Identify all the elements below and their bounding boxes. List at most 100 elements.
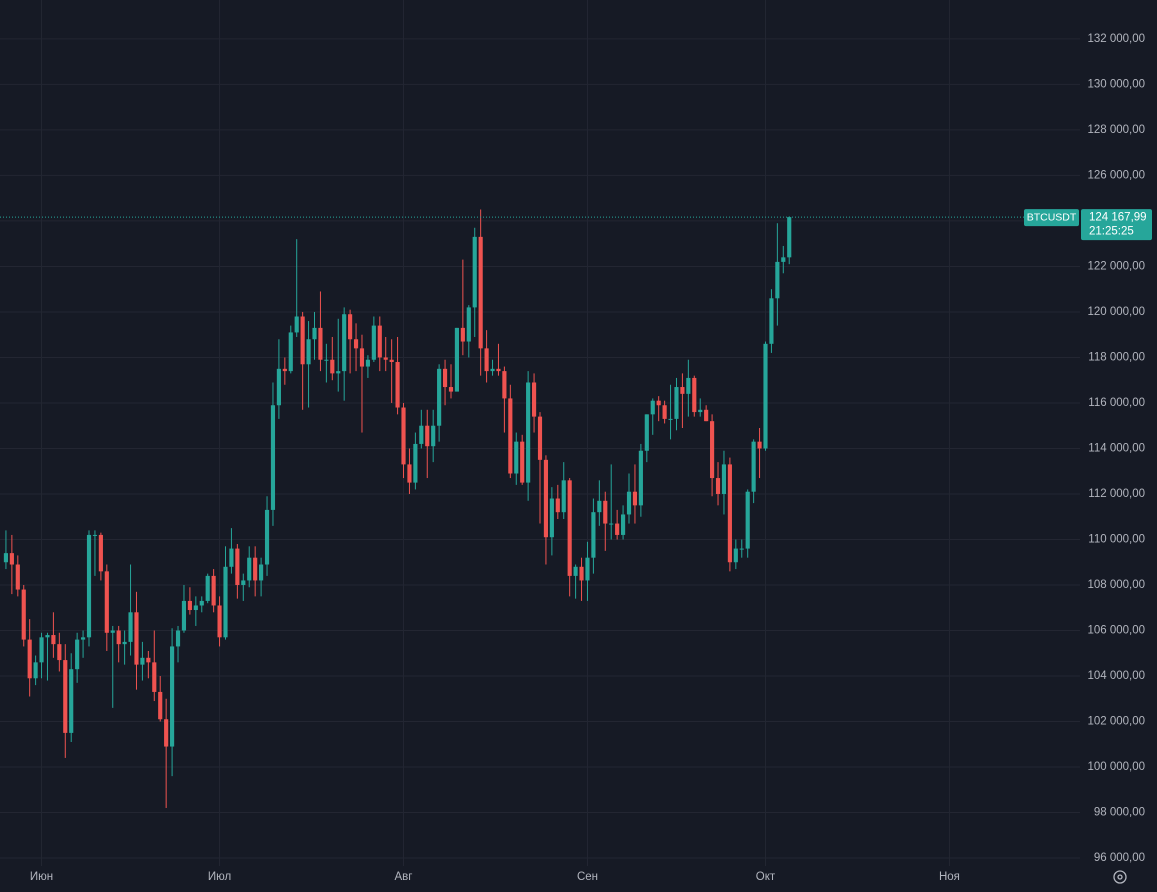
candle-body [668,418,673,420]
candle-body [175,630,181,647]
candle-body [448,387,454,392]
candle-body [656,400,661,406]
candle-body [425,425,430,447]
candle-body [715,478,721,494]
candle-body [15,564,20,590]
candle-body [98,534,103,572]
candle-body [579,566,584,581]
candle-body [205,575,210,601]
candle-body [472,236,477,308]
candle-body [33,662,38,679]
candle-body [199,600,204,606]
candle-body [92,534,98,536]
candle-body [454,327,459,392]
candle-body [496,368,501,372]
candle-body [27,639,32,679]
candle-body [585,557,590,581]
candle-body [555,498,560,513]
y-tick-label: 114 000,00 [1088,443,1145,455]
candle-body [395,362,400,408]
candle-body [324,359,329,361]
candle-body [442,368,448,388]
candle-body [69,669,74,733]
candle-body [502,371,507,399]
symbol-badge [1024,209,1079,227]
candle-body [371,325,376,360]
candle-body [484,348,489,372]
candle-body [769,298,774,344]
candle-body [603,500,608,524]
candle-body [45,635,50,638]
settings-icon-ring[interactable] [1113,870,1127,884]
candle-body [413,443,418,483]
candle-body [567,480,572,576]
countdown-label: 21:25:25 [1089,226,1134,238]
candle-body [561,480,566,513]
candle-body [757,441,762,449]
x-tick-label: Авг [395,871,413,883]
candle-body [140,657,145,665]
candle-body [431,425,436,447]
candle-body [247,557,252,581]
settings-icon[interactable] [1113,870,1127,884]
candle-body [193,605,198,611]
candle-body [650,400,655,415]
candle-body [342,314,347,372]
candle-body [336,371,341,374]
candle-body [401,407,406,465]
candle-body [437,368,442,426]
candle-body [573,566,578,576]
candle-body [680,387,685,394]
candle-body [63,660,68,733]
y-tick-label: 118 000,00 [1088,351,1145,363]
candle-body [116,630,121,645]
candle-body [781,257,786,262]
candle-body [674,387,679,419]
candle-body [710,421,715,479]
candle-body [638,450,643,506]
candle-body [704,409,709,422]
candle-body [276,368,281,406]
settings-icon-hub[interactable] [1117,874,1123,880]
candle-body [187,600,192,611]
candle-body [508,398,513,474]
x-tick-label: Июн [30,871,53,883]
y-tick-label: 122 000,00 [1087,260,1145,272]
candle-body [170,646,175,747]
x-tick-label: Июл [208,871,231,883]
candle-body [128,612,133,642]
candle-body [377,325,382,358]
candle-body [134,612,139,665]
candle-body [609,523,614,525]
candle-body [763,343,768,449]
candle-body [51,635,56,645]
candle-body [662,405,667,419]
y-tick-label: 126 000,00 [1087,169,1145,181]
candle-body [745,491,750,549]
candle-body [146,657,151,663]
y-tick-label: 110 000,00 [1088,534,1145,546]
candle-body [9,553,14,565]
candle-body [270,405,276,510]
candle-body [733,548,738,563]
candle-body [626,491,632,515]
candle-body [306,339,311,365]
candle-body [57,644,62,661]
candle-body [365,359,370,367]
candle-body [537,416,543,460]
y-tick-label: 102 000,00 [1087,716,1145,728]
x-tick-label: Окт [756,871,776,883]
candle-body [549,498,554,538]
candle-body [621,514,626,535]
candle-body [787,217,792,258]
candle-body [419,425,424,444]
candle-body [330,359,335,374]
candle-body [721,464,727,494]
symbol-label: BTCUSDT [1027,211,1077,223]
y-tick-label: 104 000,00 [1087,670,1145,682]
y-tick-label: 100 000,00 [1087,761,1145,773]
candle-body [531,382,537,417]
candles [3,209,792,808]
